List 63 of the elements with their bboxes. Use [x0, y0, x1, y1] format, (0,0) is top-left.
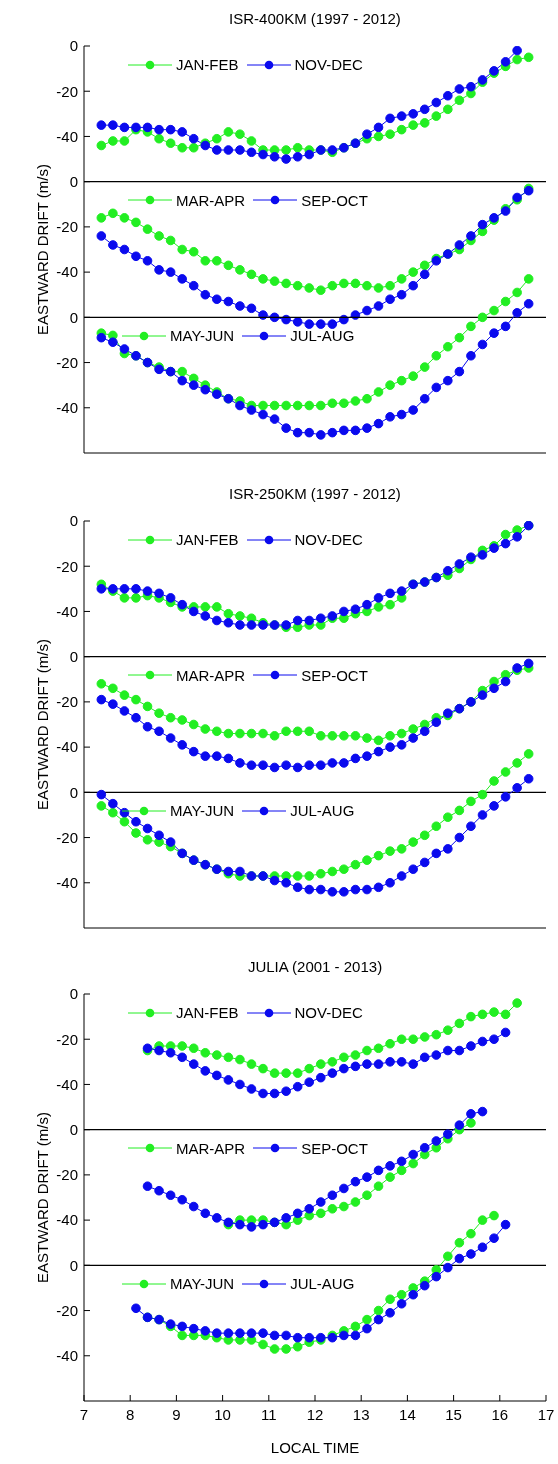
y-axis-title: EASTWARD DRIFT (m/s) — [34, 639, 52, 810]
y-tick-label: -40 — [56, 263, 78, 281]
legend-label: MAY-JUN — [170, 1275, 235, 1293]
y-tick-label: -20 — [56, 1166, 78, 1184]
legend-label: MAY-JUN — [170, 802, 235, 820]
x-tick-label: 14 — [399, 1405, 416, 1423]
y-tick-label: -20 — [56, 82, 78, 100]
y-axis-title: EASTWARD DRIFT (m/s) — [34, 1112, 52, 1283]
x-tick-label: 7 — [79, 1405, 89, 1423]
legend-label: JAN-FEB — [176, 531, 239, 548]
y-tick-label: 0 — [69, 647, 78, 665]
y-tick-label: -40 — [56, 1347, 78, 1365]
y-tick-label: 0 — [69, 985, 78, 1003]
y-tick-label: -20 — [56, 828, 78, 846]
x-tick-label: 8 — [126, 1405, 135, 1423]
y-tick-label: 0 — [69, 1120, 78, 1138]
legend-label: SEP-OCT — [301, 666, 368, 684]
y-tick-label: -40 — [56, 127, 78, 145]
x-tick-label: 17 — [537, 1405, 555, 1423]
x-tick-label: 15 — [445, 1405, 462, 1423]
x-tick-label: 16 — [491, 1405, 509, 1423]
x-tick-label: 10 — [214, 1405, 231, 1423]
legend-label: NOV-DEC — [294, 56, 363, 73]
y-tick-label: -20 — [56, 218, 78, 236]
y-tick-label: -20 — [56, 693, 78, 711]
y-tick-label: -20 — [56, 353, 78, 371]
legend-label: NOV-DEC — [294, 531, 363, 548]
y-tick-label: -20 — [56, 1030, 78, 1048]
y-tick-label: 0 — [69, 37, 78, 55]
legend-label: MAR-APR — [176, 191, 246, 209]
x-tick-label: 13 — [352, 1405, 370, 1423]
y-tick-label: 0 — [69, 512, 78, 530]
y-tick-label: -20 — [56, 557, 78, 575]
x-tick-label: 11 — [261, 1405, 277, 1423]
y-tick-label: -40 — [56, 1211, 78, 1229]
y-axis-title: EASTWARD DRIFT (m/s) — [34, 164, 52, 335]
y-tick-label: 0 — [69, 308, 78, 326]
chart-title: JULIA (2001 - 2013) — [246, 958, 384, 975]
legend-label: JUL-AUG — [290, 327, 355, 345]
y-tick-label: 0 — [69, 783, 78, 801]
y-tick-label: 0 — [69, 172, 78, 190]
y-tick-label: -40 — [56, 602, 78, 620]
legend-label: JUL-AUG — [290, 802, 355, 820]
y-tick-label: -40 — [56, 738, 78, 756]
legend-label: JAN-FEB — [176, 1004, 239, 1021]
legend-label: NOV-DEC — [294, 1004, 363, 1021]
y-tick-label: -40 — [56, 399, 78, 417]
legend-label: MAR-APR — [176, 1139, 246, 1157]
x-axis-title: LOCAL TIME — [270, 1439, 360, 1456]
legend-label: MAY-JUN — [170, 327, 235, 345]
legend-label: SEP-OCT — [301, 191, 368, 209]
chart-title: ISR-400KM (1997 - 2012) — [228, 10, 402, 27]
y-tick-label: -20 — [56, 1301, 78, 1319]
y-tick-label: -40 — [56, 874, 78, 892]
legend-label: JAN-FEB — [176, 56, 239, 73]
x-tick-label: 12 — [306, 1405, 324, 1423]
x-tick-label: 9 — [172, 1405, 181, 1423]
legend-label: JUL-AUG — [290, 1275, 355, 1293]
y-tick-label: -40 — [56, 1075, 78, 1093]
legend-label: MAR-APR — [176, 666, 246, 684]
chart-title: ISR-250KM (1997 - 2012) — [228, 485, 402, 502]
legend-label: SEP-OCT — [301, 1139, 368, 1157]
y-tick-label: 0 — [69, 1256, 78, 1274]
